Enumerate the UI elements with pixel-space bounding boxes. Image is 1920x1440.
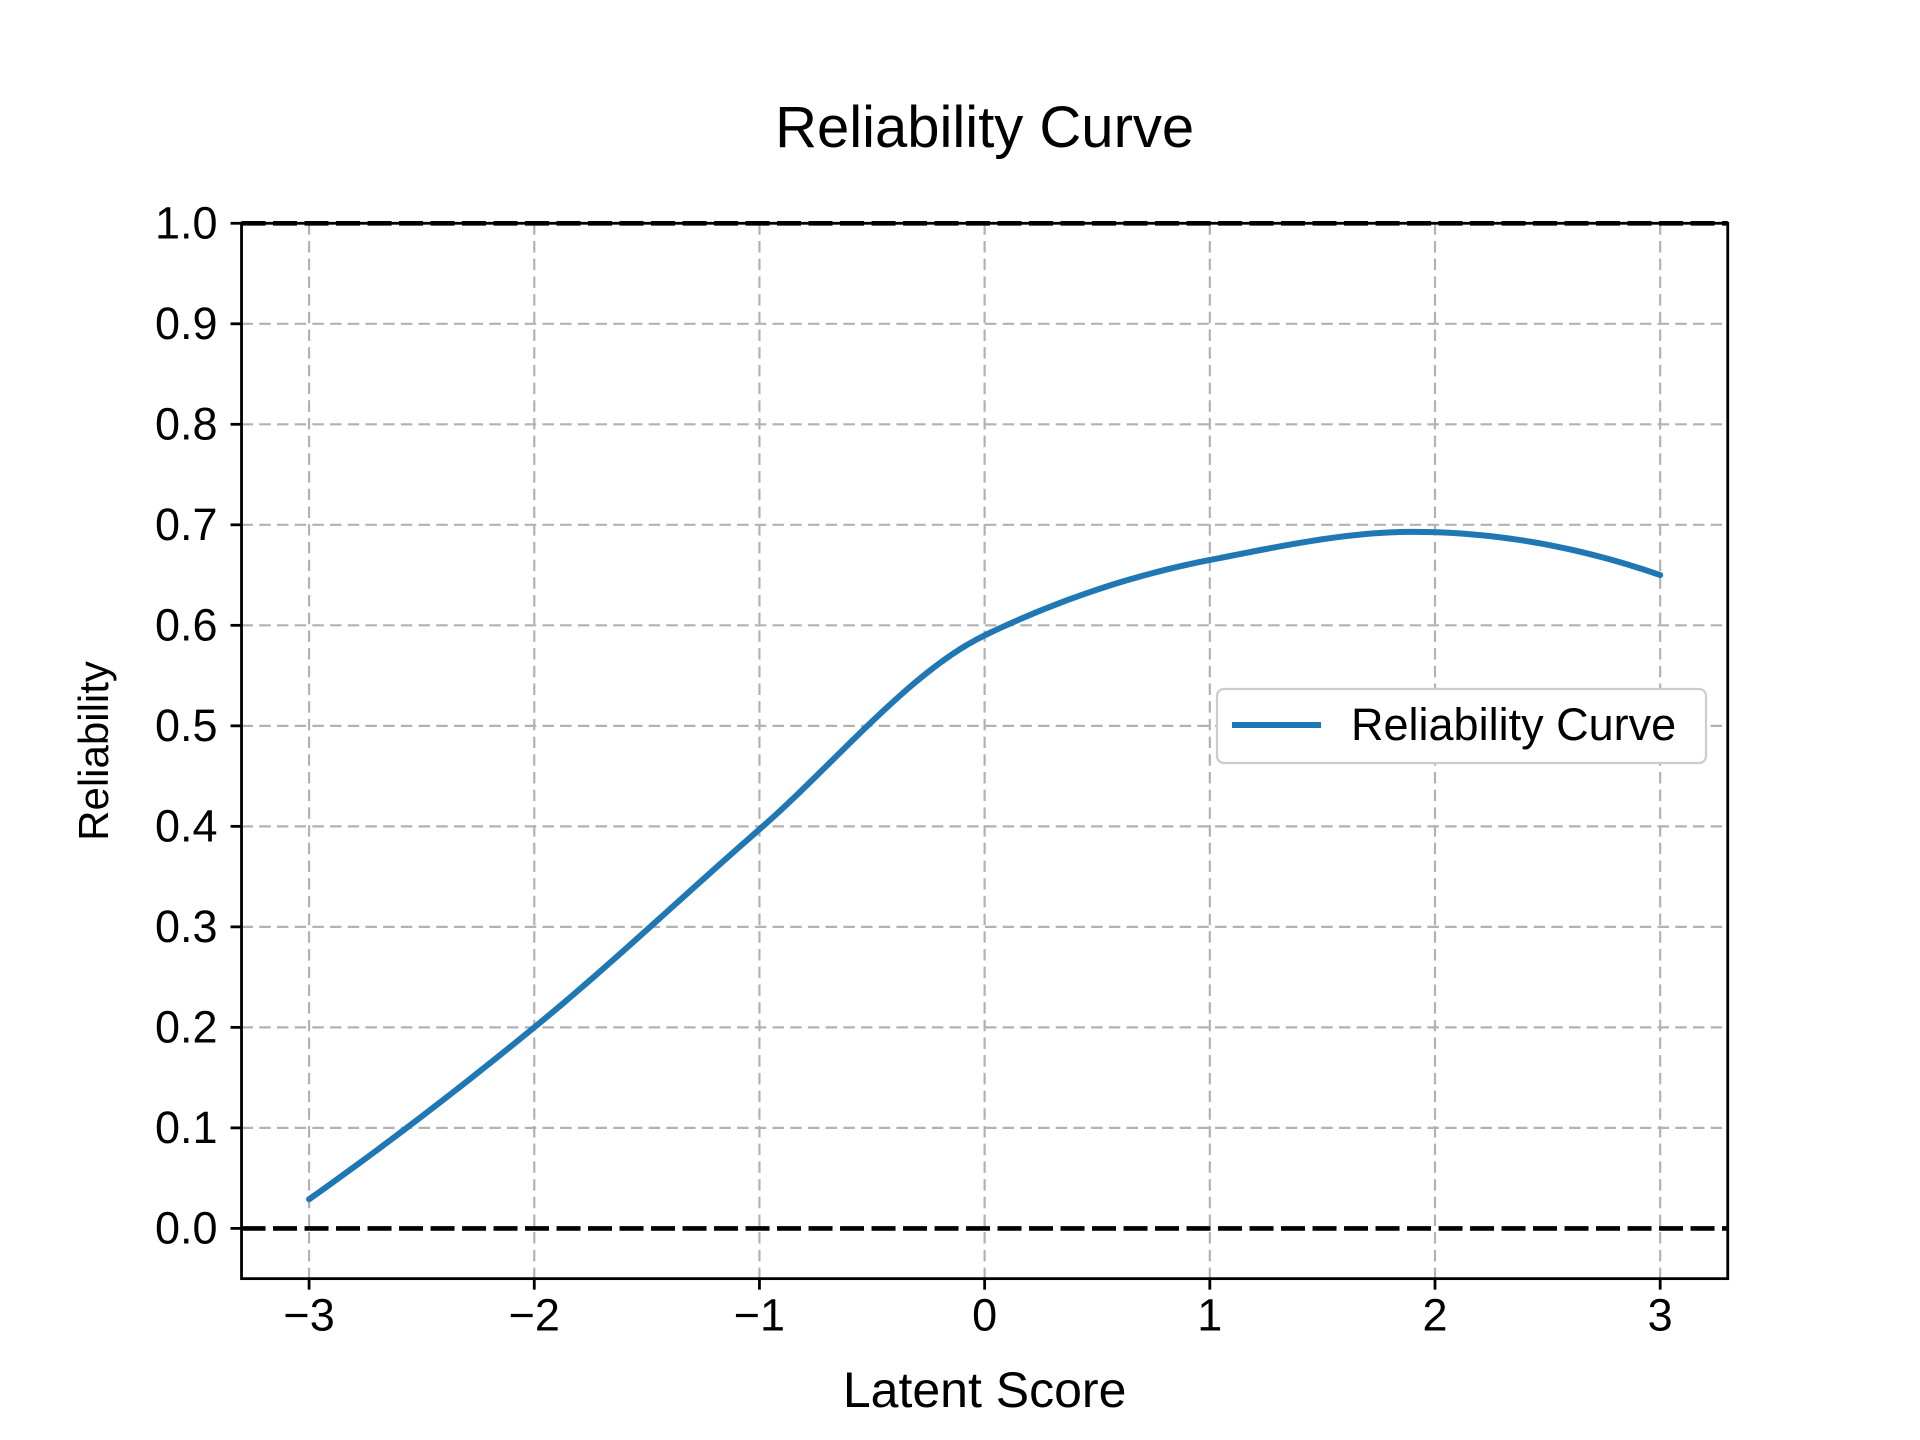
svg-text:Reliability Curve: Reliability Curve [775, 95, 1194, 160]
svg-text:2: 2 [1422, 1290, 1447, 1341]
svg-text:−2: −2 [509, 1290, 560, 1341]
svg-text:0.2: 0.2 [155, 1001, 218, 1052]
svg-text:Latent Score: Latent Score [843, 1362, 1127, 1418]
svg-text:0.1: 0.1 [155, 1102, 218, 1153]
svg-text:−1: −1 [734, 1290, 785, 1341]
svg-text:0.6: 0.6 [155, 599, 218, 650]
svg-text:0.7: 0.7 [155, 499, 218, 550]
svg-text:0.8: 0.8 [155, 398, 218, 449]
svg-text:0.3: 0.3 [155, 901, 218, 952]
svg-text:0.9: 0.9 [155, 298, 218, 349]
svg-text:Reliability: Reliability [70, 661, 117, 841]
svg-text:0: 0 [972, 1290, 997, 1341]
svg-text:Reliability Curve: Reliability Curve [1351, 699, 1676, 750]
svg-text:−3: −3 [283, 1290, 334, 1341]
svg-text:3: 3 [1648, 1290, 1673, 1341]
svg-text:0.4: 0.4 [155, 800, 218, 851]
svg-text:1: 1 [1197, 1290, 1222, 1341]
svg-text:1.0: 1.0 [155, 197, 218, 248]
svg-text:0.5: 0.5 [155, 700, 218, 751]
svg-text:0.0: 0.0 [155, 1202, 218, 1253]
